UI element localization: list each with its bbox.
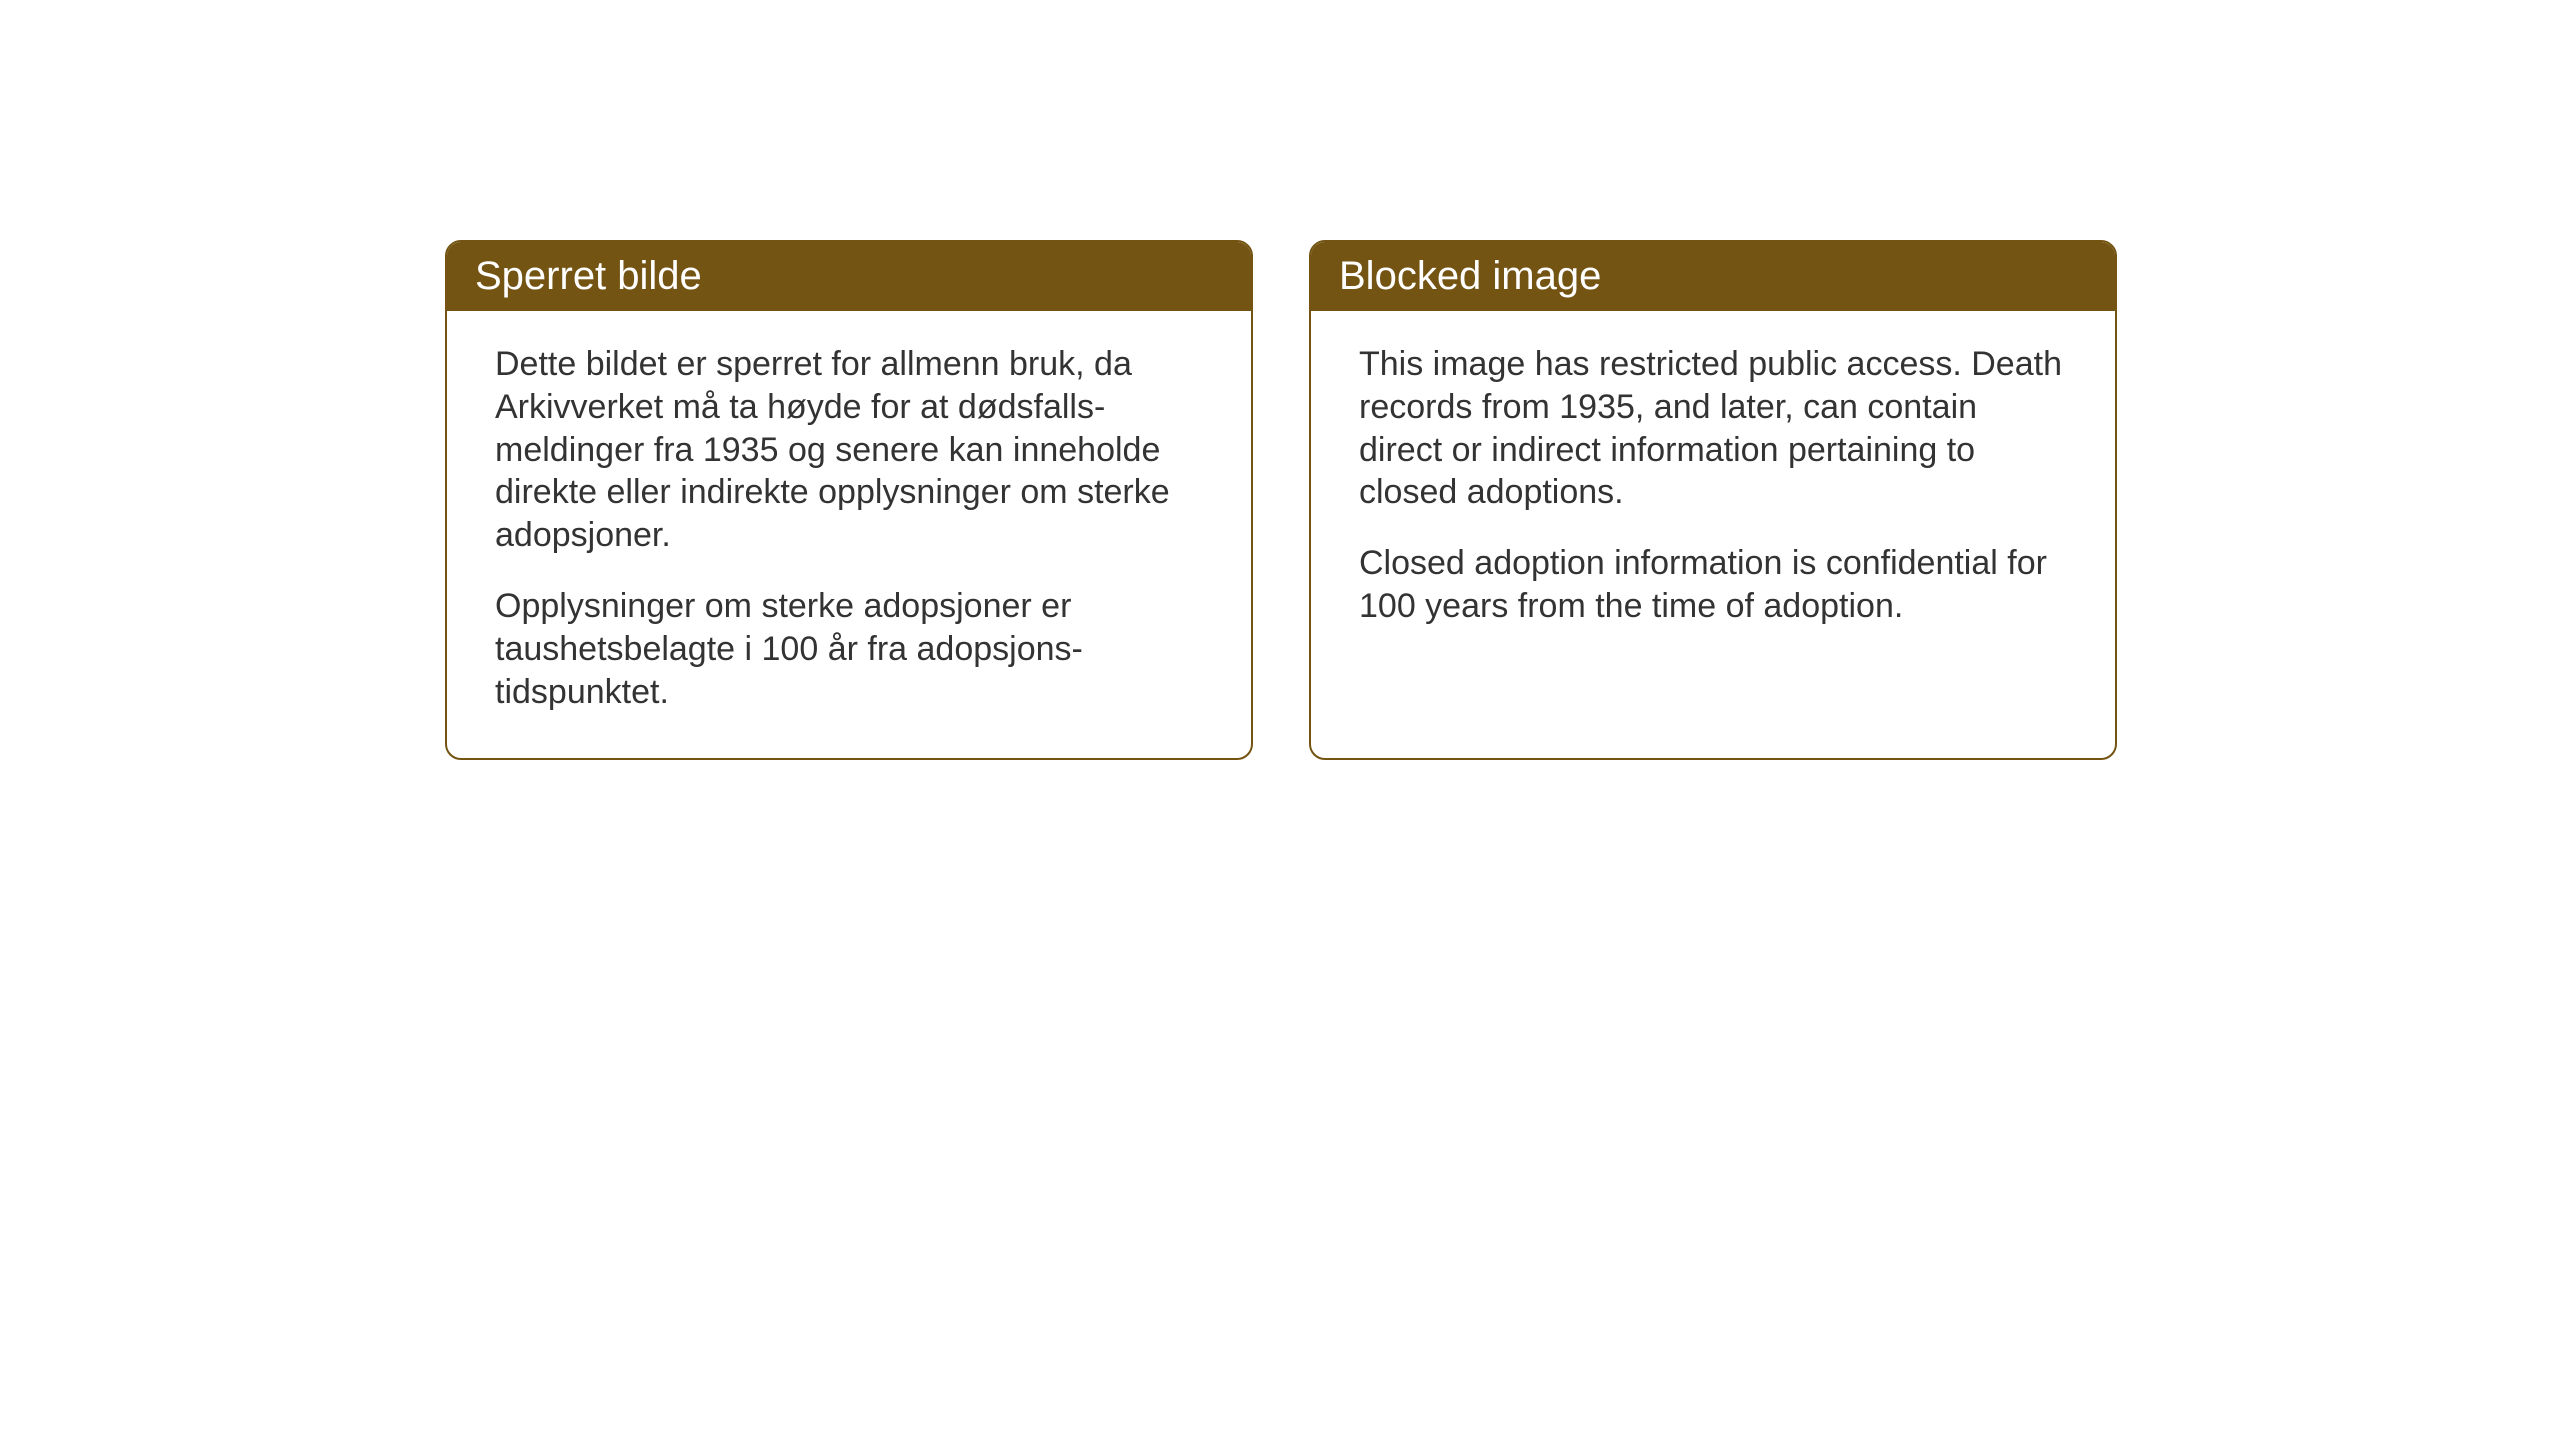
paragraph-norwegian-2: Opplysninger om sterke adopsjoner er tau…: [495, 585, 1203, 713]
paragraph-english-1: This image has restricted public access.…: [1359, 343, 2067, 514]
card-english: Blocked image This image has restricted …: [1309, 240, 2117, 760]
paragraph-english-2: Closed adoption information is confident…: [1359, 542, 2067, 628]
card-body-norwegian: Dette bildet er sperret for allmenn bruk…: [447, 311, 1251, 758]
card-norwegian: Sperret bilde Dette bildet er sperret fo…: [445, 240, 1253, 760]
card-body-english: This image has restricted public access.…: [1311, 311, 2115, 672]
paragraph-norwegian-1: Dette bildet er sperret for allmenn bruk…: [495, 343, 1203, 557]
card-header-english: Blocked image: [1311, 242, 2115, 311]
cards-container: Sperret bilde Dette bildet er sperret fo…: [445, 240, 2117, 760]
card-header-norwegian: Sperret bilde: [447, 242, 1251, 311]
